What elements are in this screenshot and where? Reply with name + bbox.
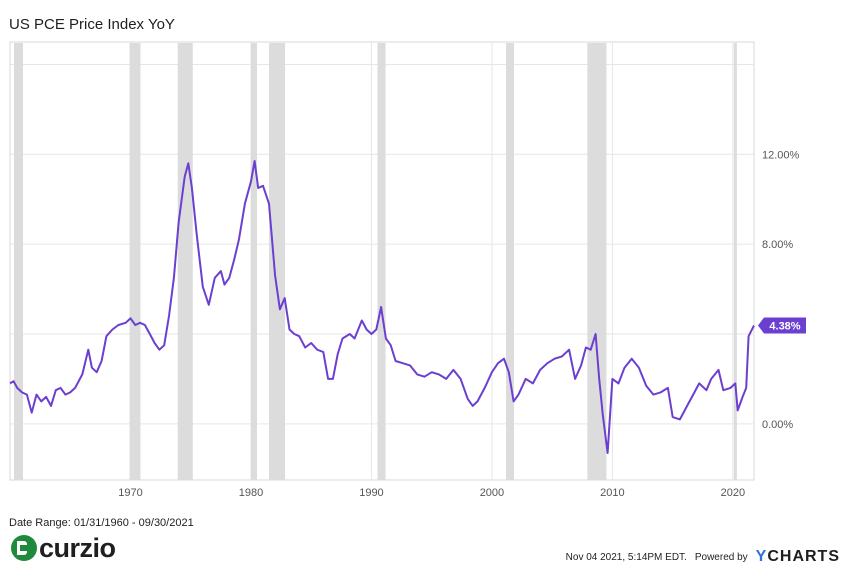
recession-bands — [13, 43, 737, 480]
timestamp: Nov 04 2021, 5:14PM EDT. — [565, 551, 687, 563]
x-axis-ticks: 1970 1980 1990 2000 2010 2020 — [118, 487, 745, 499]
recession-band — [506, 43, 514, 480]
recession-band — [177, 43, 193, 480]
ycharts-logo: YCHARTS — [755, 548, 840, 565]
x-tick-label: 2010 — [600, 487, 624, 499]
recession-band — [250, 43, 257, 480]
x-tick-label: 1990 — [359, 487, 383, 499]
recession-band — [269, 43, 286, 480]
y-tick-label: 8.00% — [762, 239, 793, 251]
series-line — [9, 160, 755, 454]
curzio-logo-icon — [11, 535, 37, 561]
recession-band — [13, 43, 24, 480]
curzio-logo-text: curzio — [39, 532, 116, 563]
recession-band — [587, 43, 607, 480]
x-tick-label: 2000 — [480, 487, 504, 499]
y-axis-ticks: 0.00% 8.00% 12.00% — [762, 149, 800, 431]
last-value-callout: 4.38% — [758, 317, 806, 334]
x-tick-label: 1980 — [239, 487, 263, 499]
y-tick-label: 12.00% — [762, 149, 800, 161]
powered-by-label: Powered by — [694, 551, 748, 563]
callout-badge — [758, 317, 806, 334]
recession-band — [733, 43, 737, 480]
curzio-logo: curzio — [11, 533, 116, 563]
chart-title: US PCE Price Index YoY — [9, 16, 175, 33]
footer-attribution: Nov 04 2021, 5:14PM EDT. Powered by YCHA… — [566, 548, 840, 566]
y-tick-label: 0.00% — [762, 419, 793, 431]
x-tick-label: 1970 — [118, 487, 142, 499]
recession-band — [129, 43, 141, 480]
recession-band — [377, 43, 386, 480]
callout-value: 4.38% — [769, 320, 800, 332]
series-group — [9, 160, 755, 454]
x-tick-label: 2020 — [721, 487, 745, 499]
date-range: Date Range: 01/31/1960 - 09/30/2021 — [9, 517, 194, 529]
